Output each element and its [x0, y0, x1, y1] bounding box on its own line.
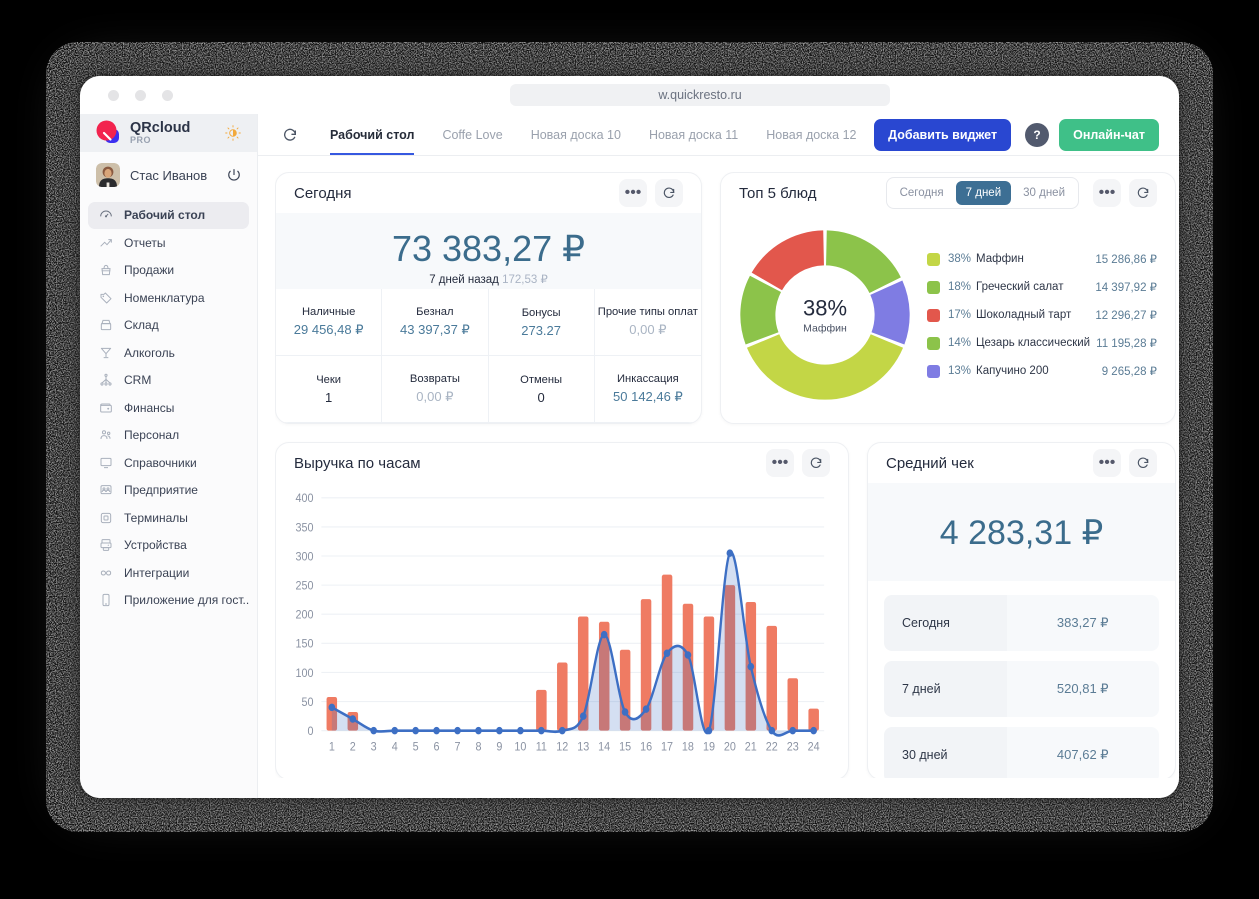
svg-text:24: 24: [808, 741, 821, 754]
svg-text:5: 5: [413, 741, 419, 754]
svg-text:350: 350: [295, 522, 313, 535]
svg-text:18: 18: [682, 741, 694, 754]
svg-text:15: 15: [619, 741, 631, 754]
svg-text:8: 8: [475, 741, 481, 754]
svg-text:21: 21: [745, 741, 757, 754]
svg-text:300: 300: [295, 551, 313, 564]
svg-text:1: 1: [329, 741, 335, 754]
svg-text:23: 23: [787, 741, 799, 754]
svg-text:14: 14: [598, 741, 611, 754]
svg-text:200: 200: [295, 609, 313, 622]
svg-text:2: 2: [350, 741, 356, 754]
svg-text:11: 11: [536, 741, 547, 754]
svg-text:150: 150: [295, 638, 313, 651]
svg-text:12: 12: [556, 741, 568, 754]
svg-text:19: 19: [703, 741, 715, 754]
svg-text:10: 10: [514, 741, 526, 754]
svg-text:13: 13: [577, 741, 589, 754]
svg-text:20: 20: [724, 741, 736, 754]
svg-text:6: 6: [434, 741, 440, 754]
svg-text:250: 250: [295, 580, 313, 593]
svg-text:17: 17: [661, 741, 673, 754]
svg-text:3: 3: [371, 741, 377, 754]
svg-text:50: 50: [301, 696, 313, 709]
svg-text:16: 16: [640, 741, 652, 754]
svg-text:0: 0: [307, 726, 313, 739]
svg-text:7: 7: [455, 741, 461, 754]
svg-text:100: 100: [295, 667, 313, 680]
svg-text:400: 400: [295, 493, 313, 506]
svg-text:22: 22: [766, 741, 778, 754]
svg-text:9: 9: [496, 741, 502, 754]
svg-text:4: 4: [392, 741, 399, 754]
